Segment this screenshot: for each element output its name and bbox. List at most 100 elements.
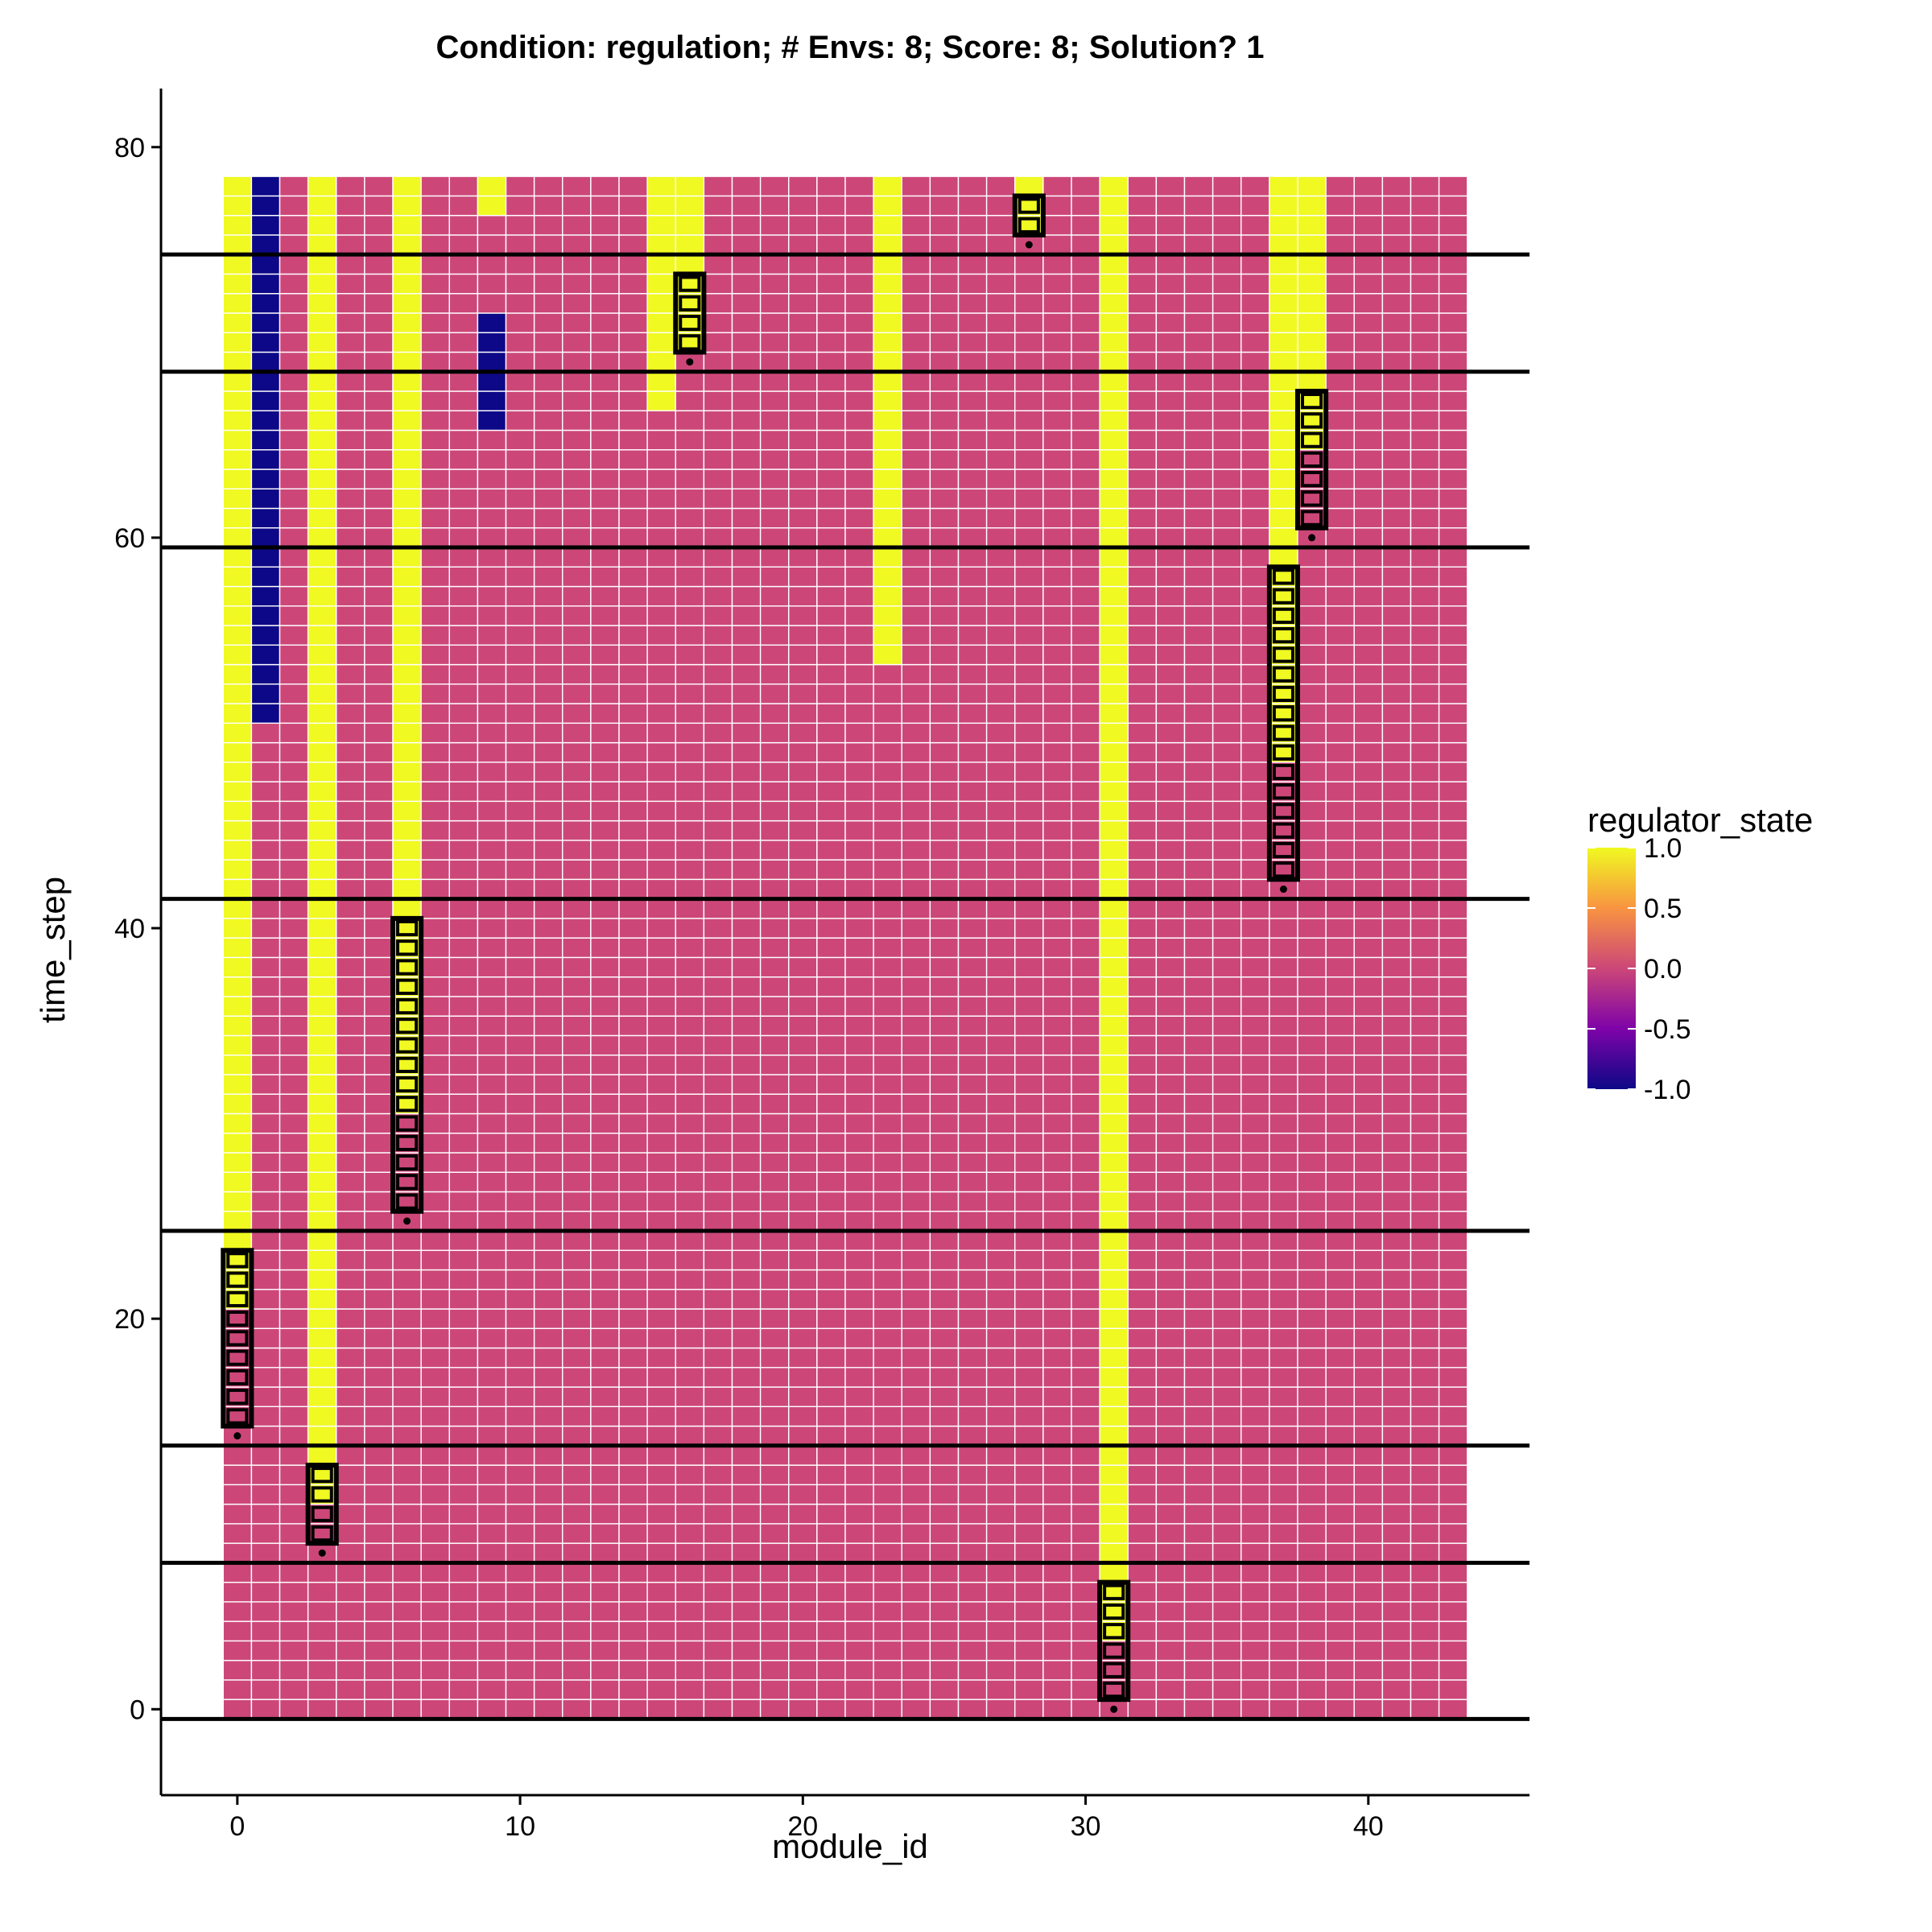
heatmap-cell	[731, 859, 762, 881]
heatmap-cell	[873, 547, 902, 568]
heatmap-cell	[957, 507, 988, 529]
heatmap-cell	[307, 469, 337, 489]
heatmap-cell	[505, 1152, 535, 1173]
heatmap-cell	[279, 1327, 309, 1349]
heatmap-cell	[873, 566, 902, 588]
heatmap-cell	[1155, 214, 1186, 236]
heatmap-cell	[703, 1367, 733, 1388]
heatmap-cell	[675, 1620, 705, 1642]
heatmap-cell	[1099, 1171, 1129, 1193]
heatmap-cell	[1438, 1367, 1468, 1388]
heatmap-cell	[901, 1542, 931, 1564]
heatmap-cell	[1183, 429, 1214, 451]
heatmap-cell	[618, 390, 648, 411]
heatmap-cell	[873, 1445, 902, 1466]
heatmap-cell	[929, 1074, 960, 1095]
heatmap-cell	[279, 390, 309, 411]
heatmap-cell	[279, 371, 309, 392]
heatmap-cell	[816, 469, 846, 489]
heatmap-cell	[929, 410, 960, 431]
heatmap-cell	[1410, 1640, 1440, 1662]
heatmap-cell	[759, 1289, 790, 1310]
heatmap-cell	[307, 507, 337, 529]
heatmap-cell	[675, 918, 705, 939]
heatmap-cell	[646, 703, 676, 724]
heatmap-cell	[901, 840, 931, 861]
highlight-cell-outline	[396, 959, 419, 976]
heatmap-cell	[1071, 605, 1100, 626]
heatmap-cell	[1071, 1327, 1100, 1349]
heatmap-cell	[1155, 937, 1186, 959]
heatmap-cell	[1381, 898, 1412, 919]
heatmap-cell	[533, 625, 564, 646]
heatmap-cell	[1381, 1152, 1412, 1173]
heatmap-cell	[562, 1327, 592, 1349]
heatmap-cell	[448, 273, 479, 295]
heatmap-cell	[731, 1562, 762, 1583]
heatmap-cell	[505, 1327, 535, 1349]
heatmap-cell	[505, 1230, 535, 1251]
heatmap-cell	[420, 1327, 450, 1349]
heatmap-cell	[1014, 1699, 1044, 1720]
highlight-cell-outline	[1272, 803, 1294, 819]
heatmap-cell	[1410, 956, 1440, 978]
heatmap-cell	[448, 1406, 479, 1427]
heatmap-cell	[1155, 1269, 1186, 1290]
heatmap-cell	[816, 1211, 846, 1232]
heatmap-cell	[759, 566, 790, 588]
heatmap-cell	[307, 625, 337, 646]
heatmap-cell	[420, 1367, 450, 1388]
heatmap-cell	[731, 762, 762, 782]
heatmap-cell	[675, 547, 705, 568]
heatmap-cell	[929, 566, 960, 588]
heatmap-cell	[477, 625, 507, 646]
heatmap-cell	[1410, 312, 1440, 333]
heatmap-cell	[788, 644, 818, 666]
heatmap-cell	[1127, 527, 1158, 548]
heatmap-cell	[448, 1620, 479, 1642]
heatmap-cell	[873, 292, 902, 314]
highlight-cell-outline	[226, 1368, 249, 1386]
heatmap-cell	[1071, 1230, 1100, 1251]
heatmap-cell	[590, 1347, 620, 1368]
heatmap-cell	[448, 683, 479, 704]
heatmap-cell	[392, 312, 422, 333]
heatmap-cell	[703, 605, 733, 626]
heatmap-cell	[1381, 1093, 1412, 1115]
heatmap-cell	[618, 625, 648, 646]
heatmap-cell	[1381, 1308, 1412, 1329]
heatmap-cell	[1381, 1542, 1412, 1564]
heatmap-cell	[1241, 1327, 1270, 1349]
heatmap-cell	[1297, 1289, 1327, 1310]
heatmap-cell	[533, 663, 564, 685]
heatmap-cell	[1381, 1074, 1412, 1095]
heatmap-cell	[985, 859, 1016, 881]
heatmap-cell	[844, 1093, 874, 1115]
heatmap-cell	[250, 1386, 281, 1408]
heatmap-cell	[816, 254, 846, 275]
heatmap-cell	[477, 195, 507, 217]
heatmap-cell	[448, 312, 479, 333]
heatmap-cell	[222, 1484, 253, 1505]
x-tick-label: 20	[787, 1811, 818, 1842]
heatmap-cell	[1127, 1171, 1158, 1193]
heatmap-cell	[1071, 1562, 1100, 1583]
heatmap-cell	[759, 1445, 790, 1466]
heatmap-cell	[1099, 800, 1129, 822]
heatmap-cell	[420, 781, 450, 803]
heatmap-cell	[562, 1503, 592, 1525]
heatmap-cell	[1127, 1523, 1158, 1544]
heatmap-cell	[1353, 1191, 1384, 1212]
heatmap-cell	[562, 1542, 592, 1564]
heatmap-cell	[505, 840, 535, 861]
heatmap-cell	[364, 819, 394, 841]
heatmap-cell	[618, 1699, 648, 1720]
heatmap-cell	[1071, 1289, 1100, 1310]
heatmap-cell	[307, 1034, 337, 1056]
heatmap-cell	[703, 1386, 733, 1408]
heatmap-cell	[1353, 1152, 1384, 1173]
heatmap-cell	[307, 1269, 337, 1290]
heatmap-cell	[1183, 683, 1214, 704]
heatmap-cell	[336, 1152, 365, 1173]
heatmap-cell	[448, 781, 479, 803]
